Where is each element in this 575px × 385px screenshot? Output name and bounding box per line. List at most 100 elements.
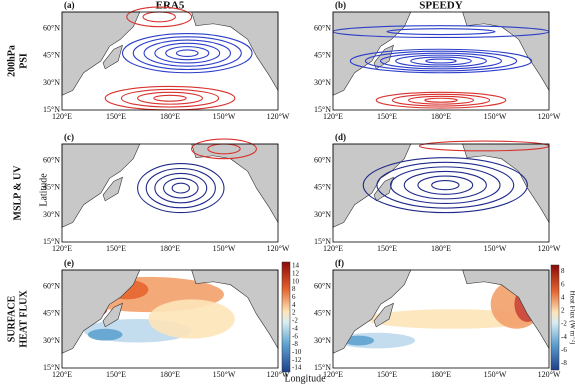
map-frame	[61, 269, 279, 369]
land	[61, 11, 141, 96]
colorbar-tick-label: 8	[561, 267, 565, 275]
contour	[175, 49, 199, 57]
contour	[375, 91, 507, 109]
lon-tick-label: 150°W	[484, 370, 507, 379]
colorbar-tick-label: -2	[292, 317, 298, 325]
land	[373, 176, 394, 202]
lat-tick-label: 15°N	[43, 237, 60, 246]
colorbar-tick-label: -4	[561, 333, 567, 341]
lat-tick-label: 30°N	[43, 210, 60, 219]
contour	[408, 95, 474, 105]
contour	[425, 58, 457, 64]
map-frame	[332, 11, 550, 111]
colorbar-tick-label: 4	[561, 293, 565, 301]
colorbar-tick-label: 6	[561, 280, 565, 288]
panel-label: (c)	[64, 132, 74, 142]
lon-tick-label: 150°W	[484, 244, 507, 253]
lon-tick-label: 180°E	[431, 244, 451, 253]
lon-tick-label: 120°W	[538, 370, 561, 379]
lat-tick-label: 15°N	[43, 363, 60, 372]
contour	[171, 182, 190, 194]
contour	[386, 28, 496, 36]
lat-tick-label: 60°N	[314, 23, 331, 32]
contour	[153, 94, 187, 102]
contour	[376, 161, 515, 209]
panel-label: (a)	[64, 0, 75, 10]
lat-tick-label: 60°N	[314, 281, 331, 290]
contour	[364, 50, 518, 72]
lon-tick-label: 120°W	[538, 112, 561, 121]
contour	[154, 172, 208, 204]
lat-tick-label: 30°N	[314, 78, 331, 87]
lon-tick-label: 180°E	[431, 112, 451, 121]
lat-tick-label: 60°N	[43, 23, 60, 32]
colorbar-tick-label: -14	[292, 364, 302, 372]
land	[332, 269, 412, 354]
y-axis-label: Latitude	[38, 173, 49, 207]
row-label: PSI	[18, 53, 29, 69]
lon-tick-label: 120°E	[323, 370, 343, 379]
colorbar-tick-label: 12	[292, 269, 300, 277]
lon-tick-label: 150°W	[213, 244, 236, 253]
lon-tick-label: 120°E	[52, 244, 72, 253]
colorbar-label: Heat Flux (W m⁻²)	[568, 291, 575, 345]
row-label: MSLP & UV	[12, 165, 23, 221]
lat-tick-label: 45°N	[314, 183, 331, 192]
lat-tick-label: 15°N	[43, 105, 60, 114]
lon-tick-label: 120°E	[323, 244, 343, 253]
lon-tick-label: 150°E	[377, 370, 397, 379]
contour	[390, 166, 501, 205]
contour	[410, 56, 472, 66]
lat-tick-label: 30°N	[314, 336, 331, 345]
lat-tick-label: 45°N	[314, 309, 331, 318]
contour	[126, 6, 193, 28]
lat-tick-label: 15°N	[314, 363, 331, 372]
land	[102, 176, 123, 202]
panel-label: (d)	[335, 132, 346, 142]
colorbar-tick-label: 6	[292, 293, 296, 301]
contour	[132, 36, 242, 71]
lon-tick-label: 150°W	[213, 370, 236, 379]
lon-tick-label: 180°E	[160, 244, 180, 253]
land	[102, 302, 123, 328]
lat-tick-label: 30°N	[43, 336, 60, 345]
heat-flux-field	[87, 328, 123, 341]
land	[373, 302, 394, 328]
lon-tick-label: 120°W	[267, 244, 290, 253]
heat-flux-field	[148, 299, 235, 339]
row-label: HEAT FLUX	[18, 290, 29, 348]
contour	[403, 170, 487, 200]
contour	[143, 39, 232, 67]
lat-tick-label: 45°N	[43, 309, 60, 318]
lat-tick-label: 30°N	[43, 78, 60, 87]
lon-tick-label: 180°E	[431, 370, 451, 379]
colorbar-tick-label: -8	[561, 359, 567, 367]
lon-tick-label: 150°E	[377, 112, 397, 121]
contour	[379, 52, 503, 70]
lat-tick-label: 45°N	[43, 51, 60, 60]
contour	[431, 180, 460, 191]
colorbar-tick-label: -6	[292, 332, 298, 340]
lon-tick-label: 120°W	[267, 112, 290, 121]
lon-tick-label: 180°E	[160, 112, 180, 121]
lat-tick-label: 45°N	[43, 183, 60, 192]
x-axis-label: Longitude	[284, 373, 326, 384]
lat-tick-label: 15°N	[314, 105, 331, 114]
colorbar	[550, 264, 560, 371]
map-frame	[332, 143, 550, 243]
row-label: SURFACE	[6, 295, 17, 342]
land	[102, 44, 123, 70]
lat-tick-label: 60°N	[314, 155, 331, 164]
colorbar-tick-label: -12	[292, 356, 302, 364]
contour	[162, 177, 199, 199]
lon-tick-label: 150°E	[377, 244, 397, 253]
contour	[145, 167, 216, 209]
colorbar-tick-label: -2	[561, 320, 567, 328]
contour	[154, 42, 221, 64]
lon-tick-label: 120°E	[323, 112, 343, 121]
contour	[137, 163, 225, 214]
